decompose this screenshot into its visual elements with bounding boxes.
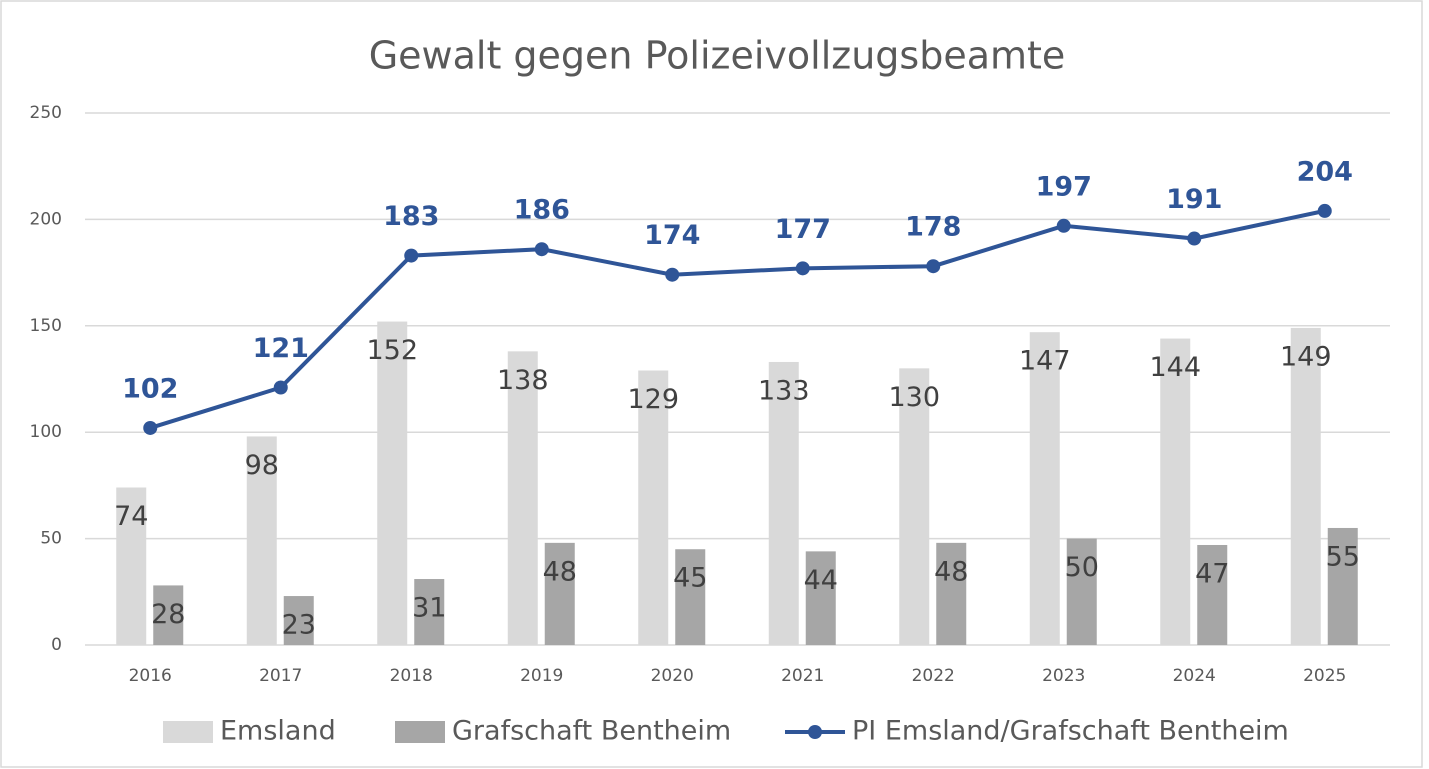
x-tick-label: 2023 [1042, 666, 1085, 686]
data-label: 183 [383, 201, 439, 232]
data-label: 48 [543, 556, 577, 587]
data-label: 45 [673, 563, 707, 594]
data-label: 50 [1065, 552, 1099, 583]
data-label: 186 [514, 195, 570, 226]
data-label: 23 [282, 610, 316, 641]
y-tick-label: 200 [30, 209, 62, 229]
y-tick-label: 250 [30, 103, 62, 123]
bar [507, 351, 538, 645]
x-tick-label: 2018 [390, 666, 433, 686]
data-label: 152 [366, 335, 418, 366]
bar [1160, 338, 1191, 645]
bar [1066, 538, 1097, 645]
legend-label: Grafschaft Bentheim [452, 716, 731, 747]
bar [544, 542, 575, 645]
data-label: 174 [644, 220, 700, 251]
bar [675, 549, 706, 645]
y-tick-label: 150 [30, 316, 62, 336]
data-label: 133 [758, 375, 810, 406]
y-tick-label: 100 [30, 422, 62, 442]
data-label: 102 [122, 373, 178, 404]
x-tick-label: 2024 [1173, 666, 1216, 686]
legend-swatch [163, 721, 213, 743]
x-tick-label: 2021 [781, 666, 824, 686]
bar [1290, 327, 1321, 645]
x-tick-label: 2022 [912, 666, 955, 686]
x-tick-label: 2017 [259, 666, 302, 686]
legend-label: PI Emsland/Grafschaft Bentheim [852, 716, 1289, 747]
legend-marker [808, 725, 822, 739]
x-tick-label: 2019 [520, 666, 563, 686]
bar [936, 542, 967, 645]
line [149, 208, 1326, 430]
x-tick-label: 2016 [129, 666, 172, 686]
line-marker [926, 259, 941, 274]
data-label: 204 [1297, 156, 1353, 187]
data-label: 178 [905, 212, 961, 243]
line-marker [273, 380, 288, 395]
line-marker [1056, 218, 1071, 233]
legend-swatch [395, 721, 445, 743]
x-tick-label: 2025 [1303, 666, 1346, 686]
data-label: 191 [1166, 184, 1222, 215]
bar [116, 487, 147, 645]
line-marker [795, 261, 810, 276]
bar [414, 579, 445, 645]
data-label: 147 [1019, 346, 1071, 377]
data-label: 44 [804, 565, 838, 596]
bar [1327, 527, 1358, 645]
bar [246, 436, 277, 645]
data-label: 129 [627, 384, 679, 415]
line-marker [1317, 203, 1332, 218]
data-label: 31 [412, 593, 446, 624]
y-tick-label: 0 [51, 635, 62, 655]
data-label: 149 [1280, 341, 1332, 372]
data-label: 28 [151, 599, 185, 630]
line-marker [404, 248, 419, 263]
data-label: 138 [497, 365, 549, 396]
data-label: 177 [775, 214, 831, 245]
data-label: 121 [253, 333, 309, 364]
data-label: 98 [245, 450, 279, 481]
bar [283, 596, 314, 645]
bar [805, 551, 836, 645]
bar [899, 368, 930, 645]
legend-label: Emsland [220, 716, 336, 747]
y-tick-label: 50 [40, 529, 62, 549]
bar [1029, 332, 1060, 645]
data-label: 197 [1036, 171, 1092, 202]
data-label: 74 [114, 501, 148, 532]
x-tick-label: 2020 [651, 666, 694, 686]
data-label: 48 [934, 556, 968, 587]
line-marker [143, 420, 158, 435]
data-label: 144 [1149, 352, 1201, 383]
data-label: 130 [888, 382, 940, 413]
line-marker [1187, 231, 1202, 246]
bar [768, 361, 799, 645]
line-marker [534, 242, 549, 257]
bar [638, 370, 669, 645]
data-label: 47 [1195, 558, 1229, 589]
bar [377, 321, 408, 645]
bar [153, 585, 184, 645]
data-label: 55 [1326, 541, 1360, 572]
line-marker [665, 267, 680, 282]
bar [1197, 544, 1228, 645]
chart-title: Gewalt gegen Polizeivollzugsbeamte [369, 34, 1066, 78]
